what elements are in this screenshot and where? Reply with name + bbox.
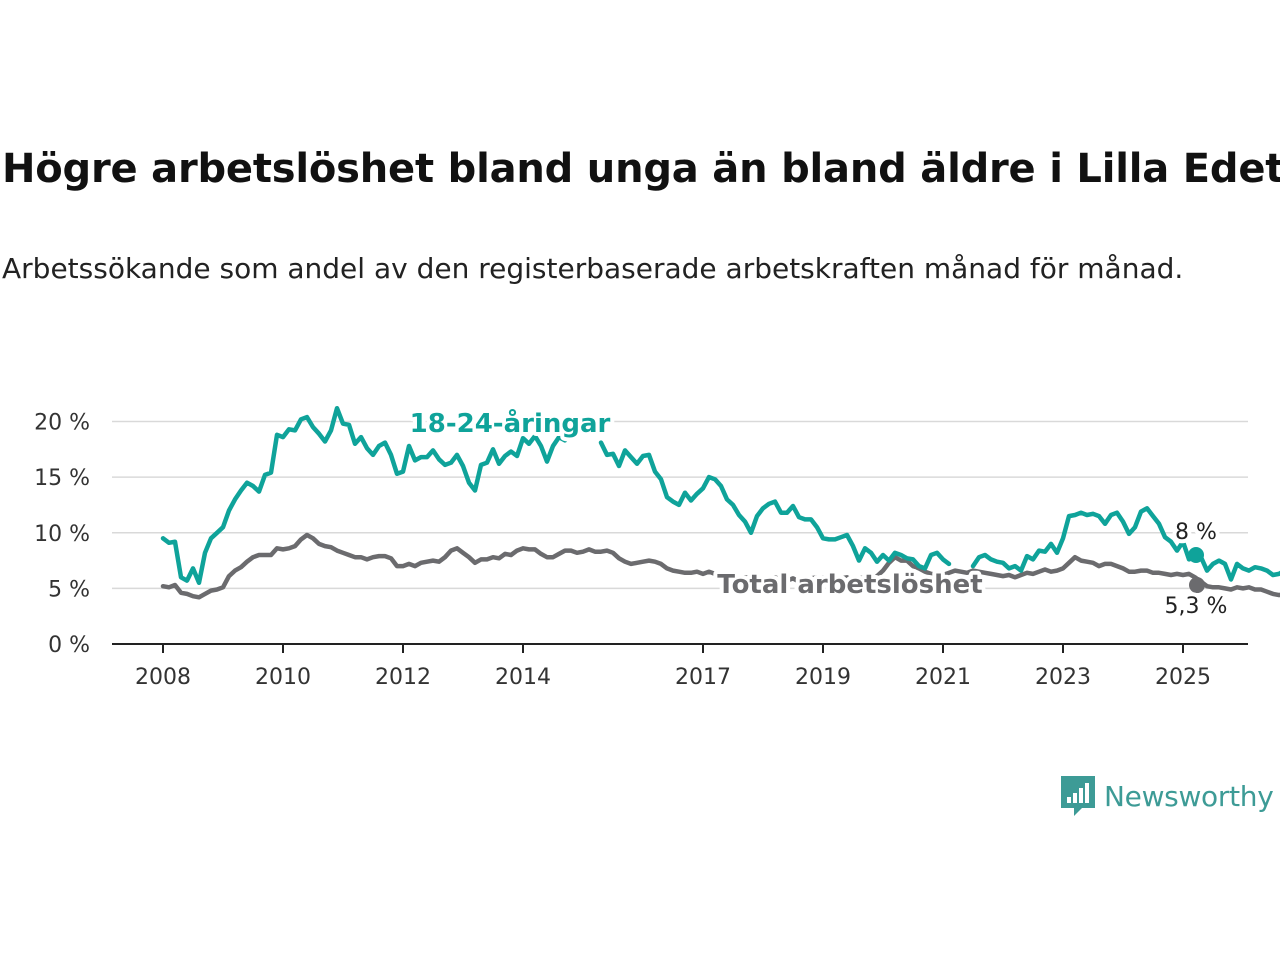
end-label-youth: 8 % xyxy=(1175,520,1217,545)
y-tick-label: 5 % xyxy=(48,577,90,602)
x-tick-label: 2025 xyxy=(1155,665,1211,690)
x-tick-label: 2017 xyxy=(675,665,731,690)
newsworthy-logo-text: Newsworthy xyxy=(1104,779,1274,813)
y-axis-ticks: 0 % 5 % 10 % 15 % 20 % xyxy=(34,411,90,659)
x-axis-ticks: 2008 2010 2012 2014 2017 2019 2021 2023 2025 xyxy=(135,644,1211,690)
y-tick-label: 0 % xyxy=(48,633,90,658)
chart-title: Högre arbetslöshet bland unga än bland ä… xyxy=(2,146,1280,192)
line-chart: 0 %5 %10 %15 %20 % 2008 2010 2012 2014 2017 2… xyxy=(34,403,1280,690)
y-tick-label: 20 % xyxy=(34,411,90,436)
y-tick-label: 15 % xyxy=(34,466,90,491)
y-tick-label: 10 % xyxy=(34,522,90,547)
series-endpoint-total xyxy=(1189,577,1205,594)
newsworthy-logo-icon xyxy=(1061,776,1095,816)
x-tick-label: 2014 xyxy=(495,665,551,690)
series-line-youth xyxy=(160,405,568,586)
x-tick-label: 2019 xyxy=(795,665,851,690)
series-line-youth xyxy=(970,506,1280,582)
end-label-total: 5,3 % xyxy=(1165,594,1228,619)
newsworthy-logo: Newsworthy xyxy=(1058,773,1274,819)
end-label-youth-halo: 8 % xyxy=(1175,520,1217,545)
x-tick-label: 2023 xyxy=(1035,665,1091,690)
series-line-total xyxy=(160,532,1280,600)
x-tick-label: 2021 xyxy=(915,665,971,690)
series-label-youth: 18-24-åringar xyxy=(410,407,611,439)
series-label-youth-halo: 18-24-åringar xyxy=(410,407,611,439)
x-tick-label: 2008 xyxy=(135,665,191,690)
series-endpoint-youth xyxy=(1188,547,1204,563)
chart-subtitle: Arbetssökande som andel av den registerb… xyxy=(2,252,1184,285)
x-tick-label: 2010 xyxy=(255,665,311,690)
series-line-youth xyxy=(598,440,952,571)
series-label-total-halo: Total arbetslöshet xyxy=(717,570,982,600)
end-label-total-halo: 5,3 % xyxy=(1165,594,1228,619)
x-tick-label: 2012 xyxy=(375,665,431,690)
series-layer xyxy=(160,405,1280,600)
series-label-total: Total arbetslöshet xyxy=(717,570,982,600)
